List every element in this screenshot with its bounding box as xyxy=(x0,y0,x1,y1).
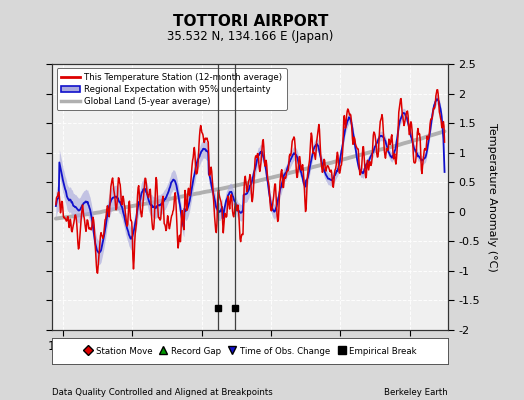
Y-axis label: Temperature Anomaly (°C): Temperature Anomaly (°C) xyxy=(487,123,497,271)
Text: TOTTORI AIRPORT: TOTTORI AIRPORT xyxy=(172,14,328,29)
Text: Berkeley Earth: Berkeley Earth xyxy=(384,388,448,397)
Text: 35.532 N, 134.166 E (Japan): 35.532 N, 134.166 E (Japan) xyxy=(167,30,333,43)
Text: Data Quality Controlled and Aligned at Breakpoints: Data Quality Controlled and Aligned at B… xyxy=(52,388,273,397)
Legend: Station Move, Record Gap, Time of Obs. Change, Empirical Break: Station Move, Record Gap, Time of Obs. C… xyxy=(80,343,420,359)
Legend: This Temperature Station (12-month average), Regional Expectation with 95% uncer: This Temperature Station (12-month avera… xyxy=(57,68,287,110)
